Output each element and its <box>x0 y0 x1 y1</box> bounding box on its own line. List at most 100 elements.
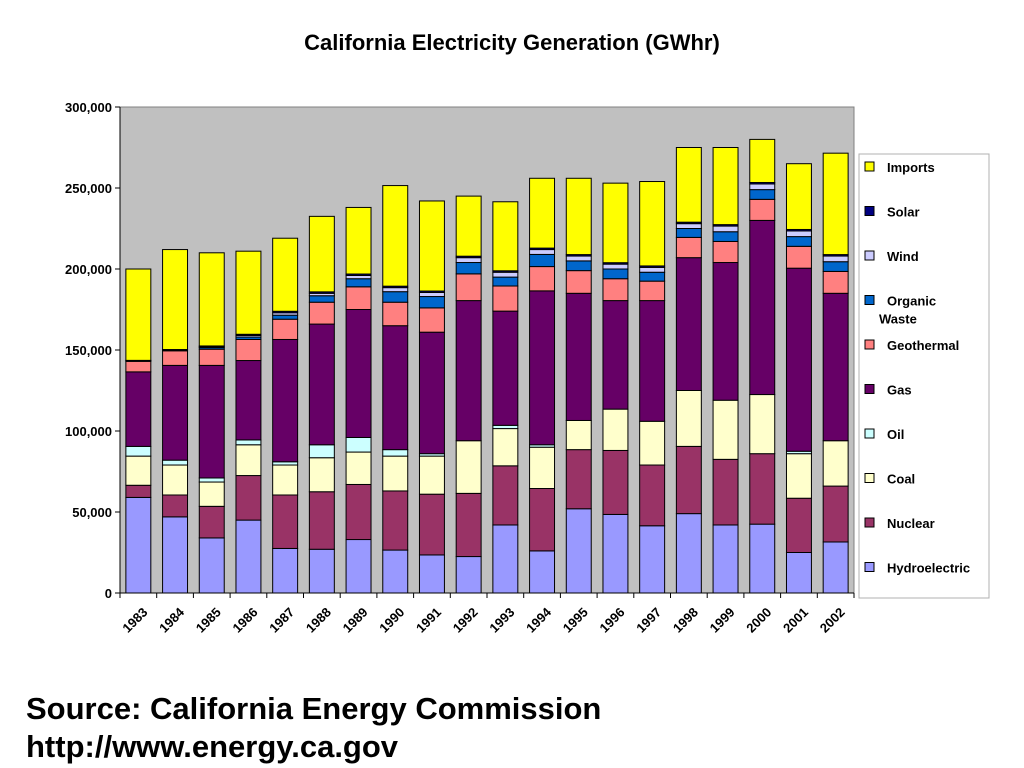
bar-segment-hydroelectric <box>272 547 299 594</box>
legend-swatch <box>864 295 875 305</box>
bar-segment-nuclear <box>529 488 556 552</box>
legend-label: Nuclear <box>887 516 935 531</box>
bar-segment-hydroelectric <box>565 508 592 594</box>
bar-segment-gas <box>308 323 335 446</box>
bar-segment-geothermal <box>272 318 299 340</box>
bar-segment-nuclear <box>785 497 812 554</box>
bar-segment-geothermal <box>235 338 262 362</box>
legend-item: Hydroelectric <box>864 561 970 576</box>
bar-segment-imports <box>565 177 592 256</box>
bar-segment-oil <box>308 444 335 459</box>
bar-segment-organic-waste <box>602 268 629 280</box>
bar-segment-hydroelectric <box>602 513 629 594</box>
bar-segment-coal <box>822 440 849 487</box>
bar-segment-organic-waste <box>308 295 335 303</box>
legend-swatch <box>864 161 875 172</box>
y-tick-label: 300,000 <box>65 100 112 115</box>
bar-stack <box>308 215 335 594</box>
bar-segment-gas <box>345 309 372 438</box>
bar-segment-imports <box>712 147 739 226</box>
bar-segment-coal <box>235 444 262 477</box>
bar-stack <box>125 268 152 594</box>
bar-stack <box>272 237 299 594</box>
bar-segment-coal <box>418 455 445 495</box>
bar-segment-coal <box>712 399 739 460</box>
bar-segment-imports <box>749 138 776 183</box>
bar-segment-hydroelectric <box>162 516 189 594</box>
legend-label: Hydroelectric <box>887 561 970 576</box>
bar-segment-wind <box>492 271 519 278</box>
bar-segment-nuclear <box>345 483 372 541</box>
x-tick-label: 2000 <box>743 605 774 636</box>
legend-swatch <box>864 206 875 216</box>
x-tick-label: 1984 <box>156 604 188 636</box>
bar-segment-coal <box>382 455 409 492</box>
bar-segment-nuclear <box>198 505 225 539</box>
bar-segment-nuclear <box>749 453 776 525</box>
x-tick-label: 1983 <box>119 605 150 636</box>
bar-segment-imports <box>235 250 262 335</box>
bar-stack <box>712 147 739 594</box>
y-tick-label: 250,000 <box>65 181 112 196</box>
x-tick-label: 1995 <box>560 605 591 636</box>
bar-stack <box>749 138 776 594</box>
bar-segment-gas <box>492 310 519 426</box>
source-note: Source: California Energy Commission htt… <box>26 690 601 766</box>
bar-segment-geothermal <box>418 307 445 333</box>
legend-label: Coal <box>887 472 915 487</box>
x-tick-label: 1991 <box>413 605 444 636</box>
bar-stack <box>492 201 519 594</box>
bar-segment-geothermal <box>785 245 812 269</box>
bar-segment-coal <box>162 464 189 496</box>
bar-segment-coal <box>492 428 519 467</box>
bar-segment-coal <box>602 408 629 451</box>
legend-item: Geothermal <box>864 338 959 353</box>
bar-stack <box>382 185 409 594</box>
bar-segment-imports <box>198 252 225 347</box>
bar-segment-wind <box>712 225 739 233</box>
bar-segment-gas <box>565 292 592 421</box>
bar-segment-organic-waste <box>822 261 849 272</box>
bar-stack <box>675 147 702 594</box>
bar-segment-hydroelectric <box>749 523 776 594</box>
bar-segment-coal <box>345 451 372 485</box>
bar-segment-wind <box>749 183 776 191</box>
bar-segment-coal <box>272 464 299 496</box>
bar-segment-geothermal <box>822 270 849 294</box>
x-tick-label: 1986 <box>230 605 261 636</box>
bar-segment-oil <box>125 445 152 457</box>
bar-stack <box>639 181 666 594</box>
bar-segment-hydroelectric <box>529 550 556 594</box>
bar-segment-hydroelectric <box>785 552 812 594</box>
bar-segment-geothermal <box>455 273 482 302</box>
legend-label: Gas <box>887 383 912 398</box>
legend-label-line2: Waste <box>879 312 917 327</box>
bar-segment-geothermal <box>602 278 629 302</box>
legend-label: Geothermal <box>887 338 959 353</box>
x-tick-label: 1992 <box>450 605 481 636</box>
bar-segment-nuclear <box>418 493 445 556</box>
y-tick-label: 150,000 <box>65 343 112 358</box>
legend-swatch <box>864 250 875 261</box>
bar-segment-gas <box>455 300 482 442</box>
bar-segment-imports <box>492 201 519 272</box>
bar-segment-imports <box>675 147 702 223</box>
legend-item: Oil <box>864 427 904 442</box>
legend-swatch <box>864 428 875 439</box>
legend-label: Wind <box>887 249 919 264</box>
x-tick-label: 1994 <box>523 604 555 636</box>
bar-segment-oil <box>162 459 189 466</box>
legend-item: Gas <box>864 383 912 398</box>
bar-segment-nuclear <box>125 484 152 498</box>
bar-segment-geothermal <box>529 266 556 292</box>
y-tick-label: 100,000 <box>65 424 112 439</box>
bar-stack <box>822 152 849 594</box>
bar-segment-coal <box>639 420 666 466</box>
bar-stack <box>198 252 225 594</box>
chart: California Electricity Generation (GWhr)… <box>65 30 990 636</box>
legend-swatch <box>864 473 875 483</box>
bar-segment-imports <box>785 163 812 230</box>
bar-segment-gas <box>125 371 152 447</box>
bar-segment-coal <box>749 394 776 455</box>
bar-segment-gas <box>418 331 445 455</box>
